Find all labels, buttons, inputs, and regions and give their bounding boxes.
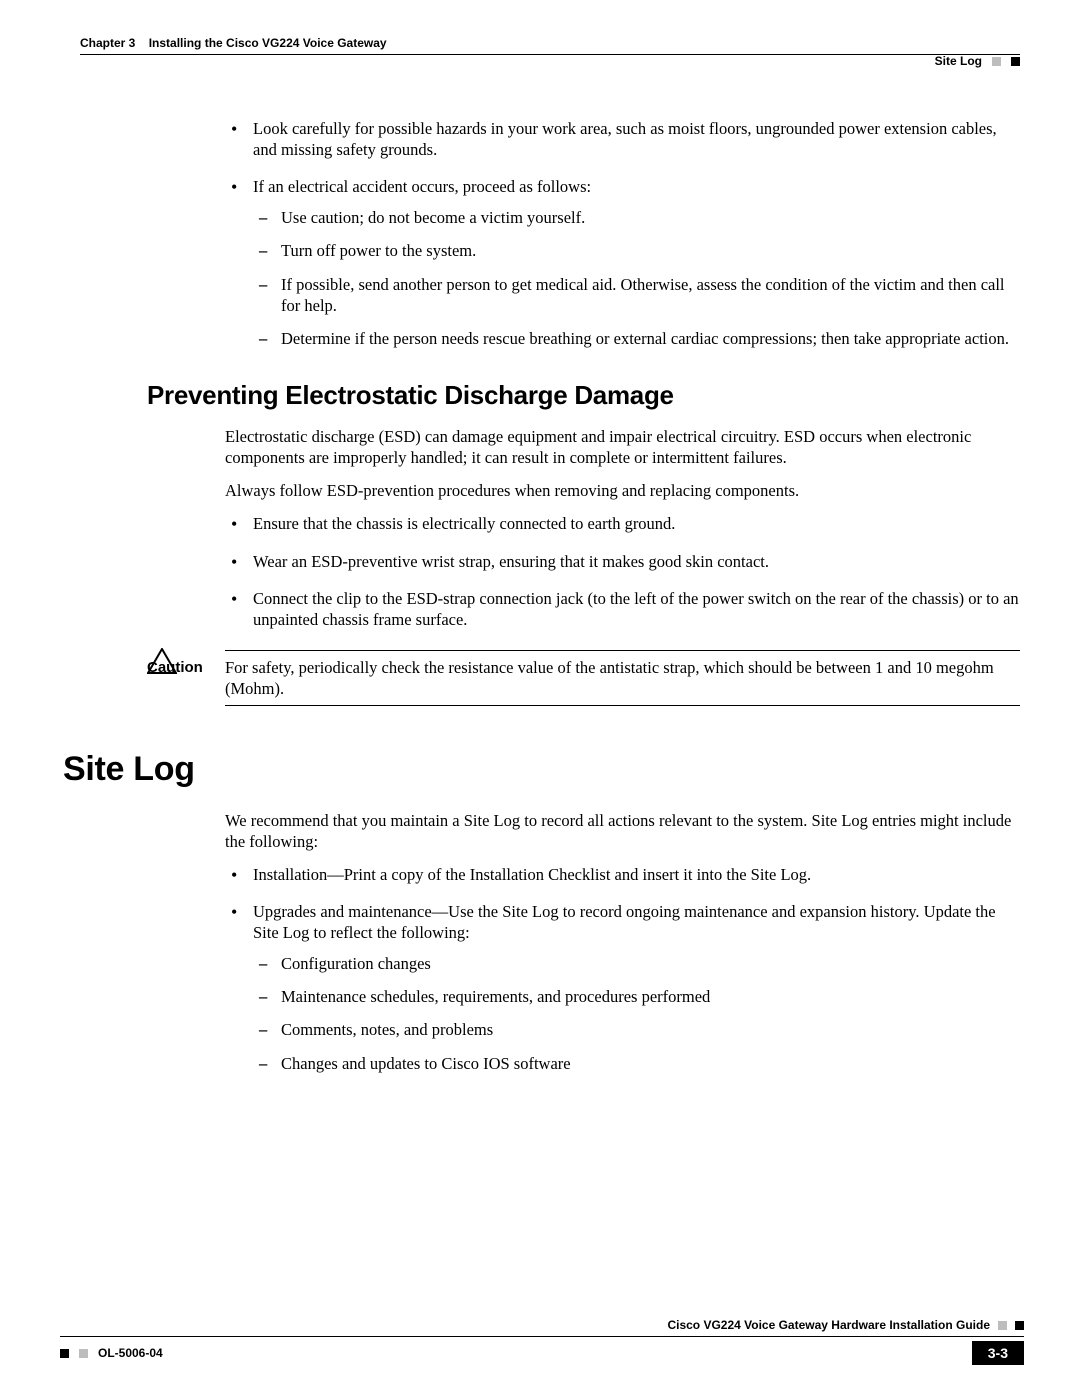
warning-icon — [147, 648, 177, 679]
list-item: Look carefully for possible hazards in y… — [225, 118, 1020, 160]
footer-square-icon — [998, 1321, 1007, 1330]
list-item: Wear an ESD-preventive wrist strap, ensu… — [225, 551, 1020, 572]
list-item: Changes and updates to Cisco IOS softwar… — [253, 1053, 1020, 1074]
header-section-label: Site Log — [935, 54, 982, 68]
list-item: Configuration changes — [253, 953, 1020, 974]
chapter-label: Chapter 3 — [80, 36, 135, 50]
sub-list: Use caution; do not become a victim your… — [253, 207, 1020, 349]
header-square-icon — [1011, 57, 1020, 66]
sitelog-bullets: Installation—Print a copy of the Install… — [225, 864, 1020, 1074]
sub-list: Configuration changes Maintenance schedu… — [253, 953, 1020, 1073]
safety-bullets: Look carefully for possible hazards in y… — [225, 118, 1020, 349]
bullet-text: Look carefully for possible hazards in y… — [253, 119, 997, 159]
list-item: Maintenance schedules, requirements, and… — [253, 986, 1020, 1007]
footer-guide-title: Cisco VG224 Voice Gateway Hardware Insta… — [667, 1318, 990, 1332]
paragraph: Always follow ESD-prevention procedures … — [225, 480, 1020, 501]
caution-text: For safety, periodically check the resis… — [225, 657, 1020, 699]
page-number-badge: 3-3 — [972, 1341, 1024, 1365]
footer-square-icon — [60, 1349, 69, 1358]
page-footer: Cisco VG224 Voice Gateway Hardware Insta… — [60, 1318, 1024, 1365]
page-body: Look carefully for possible hazards in y… — [225, 118, 1020, 1090]
list-item: Use caution; do not become a victim your… — [253, 207, 1020, 228]
site-log-heading: Site Log — [63, 748, 1020, 792]
footer-square-icon — [1015, 1321, 1024, 1330]
footer-square-icon — [79, 1349, 88, 1358]
chapter-title: Installing the Cisco VG224 Voice Gateway — [149, 36, 387, 50]
caution-block: Caution For safety, periodically check t… — [147, 650, 1020, 706]
list-item: Connect the clip to the ESD-strap connec… — [225, 588, 1020, 630]
list-item: Turn off power to the system. — [253, 240, 1020, 261]
esd-bullets: Ensure that the chassis is electrically … — [225, 513, 1020, 629]
page-header: Chapter 3 Installing the Cisco VG224 Voi… — [80, 36, 1020, 55]
list-item: Ensure that the chassis is electrically … — [225, 513, 1020, 534]
bullet-text: If an electrical accident occurs, procee… — [253, 177, 591, 196]
esd-heading: Preventing Electrostatic Discharge Damag… — [147, 379, 1020, 412]
list-item: Comments, notes, and problems — [253, 1019, 1020, 1040]
paragraph: Electrostatic discharge (ESD) can damage… — [225, 426, 1020, 468]
list-item: If possible, send another person to get … — [253, 274, 1020, 316]
paragraph: We recommend that you maintain a Site Lo… — [225, 810, 1020, 852]
list-item: Upgrades and maintenance—Use the Site Lo… — [225, 901, 1020, 1074]
footer-doc-number: OL-5006-04 — [98, 1346, 163, 1360]
header-square-icon — [992, 57, 1001, 66]
list-item: Installation—Print a copy of the Install… — [225, 864, 1020, 885]
list-item: If an electrical accident occurs, procee… — [225, 176, 1020, 349]
header-section-right: Site Log — [935, 54, 1020, 68]
list-item: Determine if the person needs rescue bre… — [253, 328, 1020, 349]
